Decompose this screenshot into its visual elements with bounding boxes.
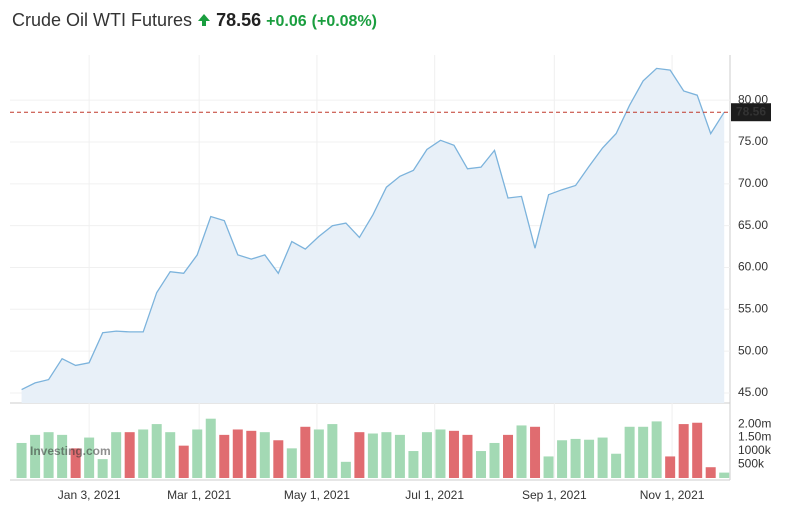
volume-bar — [530, 426, 541, 478]
volume-bar — [313, 429, 324, 478]
volume-bar — [489, 442, 500, 478]
x-tick-label: Mar 1, 2021 — [167, 488, 231, 502]
y-tick-label: 55.00 — [738, 301, 768, 315]
price: 78.56 — [216, 10, 262, 30]
volume-bar — [503, 434, 514, 478]
volume-bar — [543, 456, 554, 478]
volume-bar — [43, 432, 54, 478]
volume-bar — [192, 429, 203, 478]
volume-bar — [584, 439, 595, 478]
y2-tick-label: 500k — [738, 457, 765, 471]
volume-bar — [408, 451, 419, 478]
volume-bar — [97, 459, 108, 478]
y-tick-label: 50.00 — [738, 343, 768, 357]
volume-bar — [651, 421, 662, 478]
last-price-label: 78.56 — [736, 104, 766, 118]
volume-bar — [367, 433, 378, 478]
change: +0.06 — [266, 13, 307, 30]
volume-bar — [151, 424, 162, 478]
volume-bar — [232, 429, 243, 478]
volume-bar — [165, 432, 176, 478]
volume-bar — [259, 432, 270, 478]
volume-bar — [30, 434, 41, 478]
x-tick-label: Jan 3, 2021 — [58, 488, 121, 502]
volume-bar — [124, 432, 135, 478]
y-tick-label: 80.00 — [738, 92, 768, 106]
volume-bar — [462, 434, 473, 478]
volume-bar — [638, 426, 649, 478]
y2-tick-label: 2.00m — [738, 416, 771, 430]
volume-bar — [286, 448, 297, 478]
volume-bar — [57, 434, 68, 478]
volume-bar — [138, 429, 149, 478]
volume-bar — [557, 440, 568, 478]
volume-bar — [327, 424, 338, 478]
volume-bar — [435, 429, 446, 478]
up-arrow — [198, 14, 211, 26]
volume-bar — [219, 434, 230, 478]
title: Crude Oil WTI Futures — [12, 10, 193, 30]
volume-bar — [340, 461, 351, 478]
volume-bar — [597, 437, 608, 478]
volume-bar — [448, 430, 459, 478]
volume-bar — [570, 438, 581, 478]
volume-bar — [300, 426, 311, 478]
watermark: Investing.com — [30, 444, 111, 458]
price-line — [21, 67, 725, 391]
volume-bar — [719, 472, 730, 478]
header: Crude Oil WTI Futures 78.56 +0.06 (+0.08… — [12, 10, 377, 31]
volume-bar — [354, 432, 365, 478]
volume-bar — [205, 418, 216, 478]
volume-bar — [624, 426, 635, 478]
last-price-box — [731, 103, 771, 122]
y-tick-label: 70.00 — [738, 176, 768, 190]
change-pct: (+0.08%) — [311, 13, 378, 30]
y-tick-label: 45.00 — [738, 385, 768, 399]
volume-bar — [678, 424, 689, 478]
volume-bar — [178, 445, 189, 478]
y-tick-label: 60.00 — [738, 260, 768, 274]
volume-bar — [665, 456, 676, 478]
volume-bar — [111, 432, 122, 478]
y-tick-label: 75.00 — [738, 134, 768, 148]
y-tick-label: 65.00 — [738, 218, 768, 232]
volume-bar — [273, 440, 284, 478]
volume-bar — [516, 425, 527, 478]
price-area — [21, 68, 725, 404]
volume-bar — [611, 453, 622, 478]
x-tick-label: Jul 1, 2021 — [405, 488, 464, 502]
x-tick-label: Nov 1, 2021 — [640, 488, 705, 502]
volume-bar — [394, 434, 405, 478]
volume-bar — [16, 442, 27, 478]
volume-bar — [381, 432, 392, 478]
x-tick-label: May 1, 2021 — [284, 488, 350, 502]
volume-bar — [705, 467, 716, 478]
volume-bar — [84, 437, 95, 478]
volume-bar — [246, 430, 257, 478]
y2-tick-label: 1000k — [738, 443, 772, 457]
volume-bar — [421, 432, 432, 478]
y2-tick-label: 1.50m — [738, 430, 771, 444]
volume-bar — [70, 448, 81, 478]
x-tick-label: Sep 1, 2021 — [522, 488, 587, 502]
volume-bar — [475, 451, 486, 478]
volume-bar — [692, 422, 703, 478]
